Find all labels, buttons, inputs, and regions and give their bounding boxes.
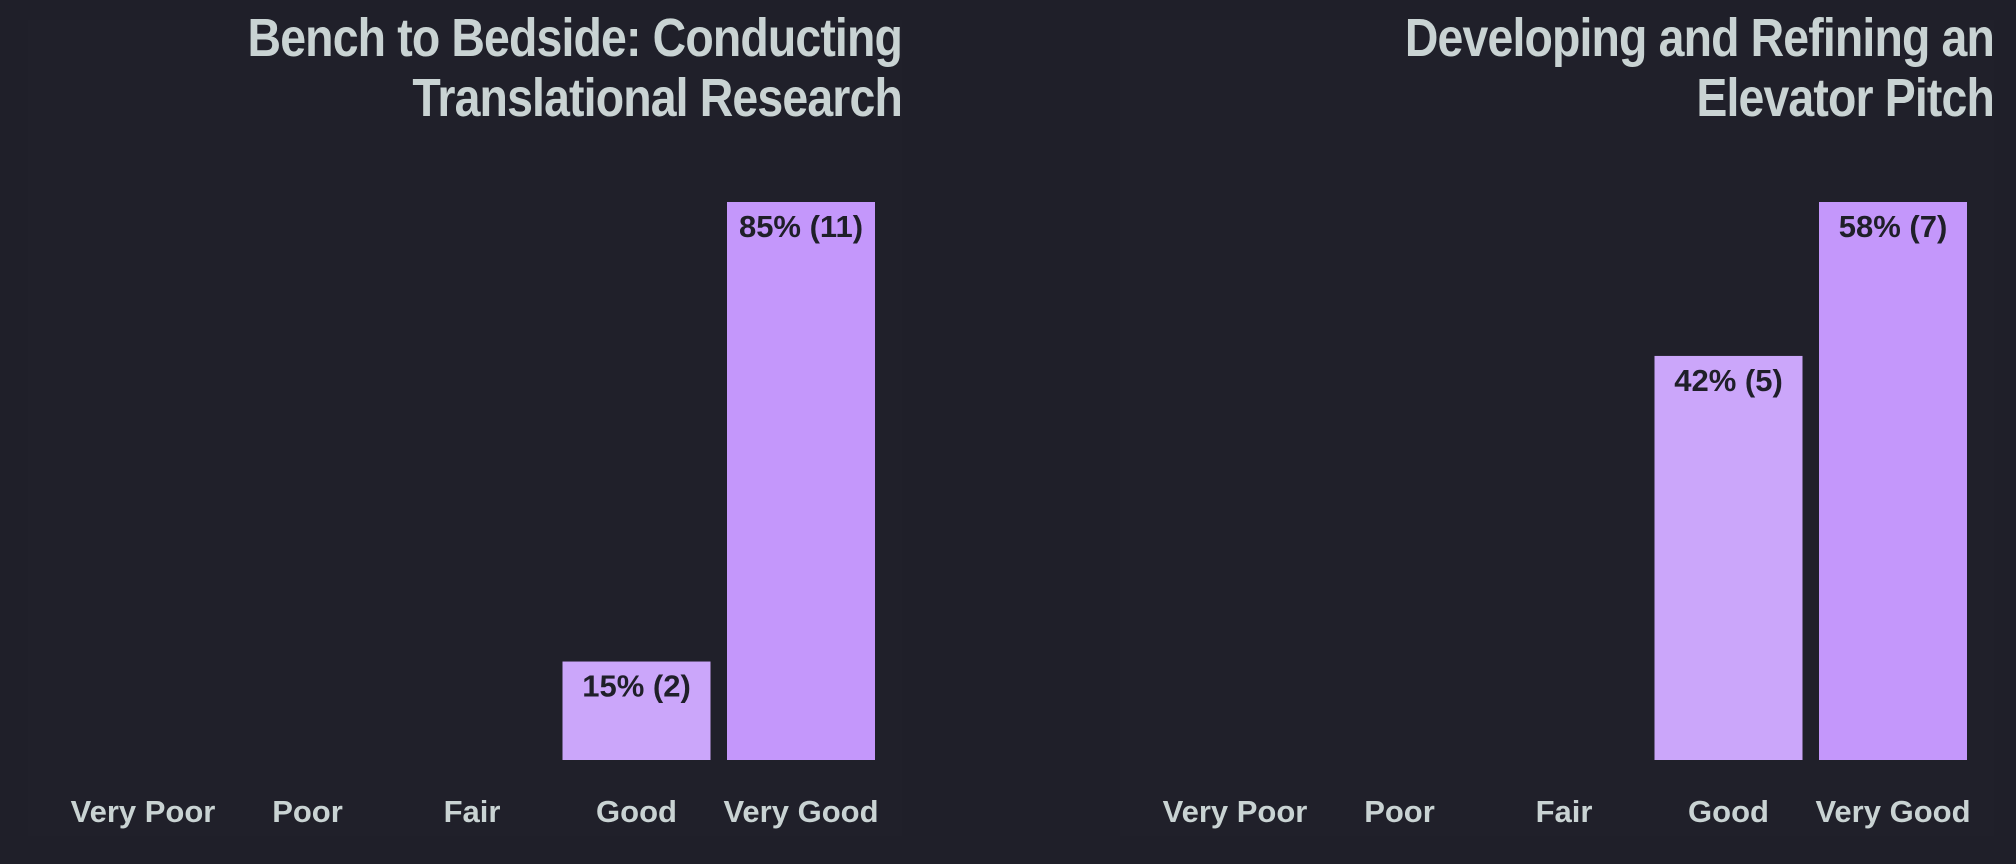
x-tick-label-very-poor: Very Poor [1163, 794, 1308, 829]
data-label-very-good: 58% (7) [1839, 209, 1948, 244]
x-tick-label-good: Good [596, 794, 677, 829]
x-tick-label-good: Good [1688, 794, 1769, 829]
bar-chart-elevator-pitch: Very Poor Poor Fair 42% (5) Good 58% (7) Very … [1163, 202, 1971, 829]
data-label-good: 42% (5) [1674, 363, 1783, 398]
x-tick-label-very-good: Very Good [1815, 794, 1970, 829]
chart-panel-translational-research: Bench to Bedside: Conducting Translation… [28, 8, 903, 836]
bar-very-good [1819, 202, 1967, 760]
chart-title: Developing and Refining an Elevator Pitc… [1404, 8, 1995, 128]
data-label-very-good: 85% (11) [739, 209, 863, 244]
x-tick-label-poor: Poor [272, 794, 343, 829]
x-tick-label-fair: Fair [444, 794, 501, 829]
chart-panel-elevator-pitch: Developing and Refining an Elevator Pitc… [1120, 8, 1995, 836]
chart-title: Bench to Bedside: Conducting Translation… [247, 8, 903, 128]
x-tick-label-fair: Fair [1536, 794, 1593, 829]
x-tick-label-very-good: Very Good [723, 794, 878, 829]
bar-very-good [727, 202, 875, 760]
data-label-good: 15% (2) [582, 669, 691, 704]
x-tick-label-poor: Poor [1364, 794, 1435, 829]
bar-good [562, 661, 711, 760]
bar-good [1654, 355, 1803, 760]
bar-chart-translational-research: Very Poor Poor Fair 15% (2) Good 85% (11) Very… [71, 202, 879, 829]
x-tick-label-very-poor: Very Poor [71, 794, 216, 829]
